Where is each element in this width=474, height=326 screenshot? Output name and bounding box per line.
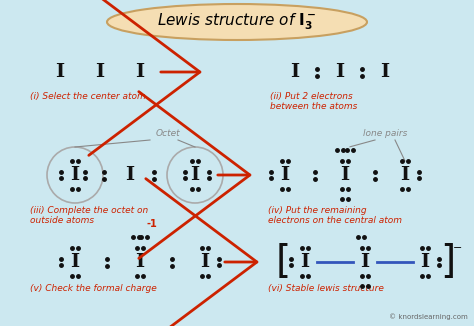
Text: lone pairs: lone pairs [363, 129, 407, 138]
Text: (v) Check the formal charge: (v) Check the formal charge [30, 284, 157, 293]
Text: I: I [360, 253, 370, 271]
Text: I: I [71, 166, 80, 184]
Text: I: I [136, 253, 145, 271]
Text: -1: -1 [146, 219, 157, 229]
Text: I: I [126, 166, 135, 184]
Text: I: I [420, 253, 429, 271]
Text: I: I [95, 63, 105, 81]
Text: I: I [55, 63, 64, 81]
Text: © knordslearning.com: © knordslearning.com [389, 313, 468, 320]
Text: [: [ [275, 243, 291, 281]
Text: I: I [191, 166, 200, 184]
Text: (iv) Put the remaining
electrons on the central atom: (iv) Put the remaining electrons on the … [268, 206, 402, 225]
Text: (i) Select the center atom: (i) Select the center atom [30, 92, 146, 101]
Text: I: I [281, 166, 290, 184]
Text: Octet: Octet [155, 129, 180, 138]
Text: $\bf{\it{Lewis\ structure\ of\ }}$$\bf{I_3^-}$: $\bf{\it{Lewis\ structure\ of\ }}$$\bf{I… [157, 12, 317, 32]
Ellipse shape [107, 4, 367, 40]
Text: I: I [340, 166, 349, 184]
Text: −: − [453, 243, 463, 253]
Text: I: I [401, 166, 410, 184]
Text: (iii) Complete the octet on
outside atoms: (iii) Complete the octet on outside atom… [30, 206, 148, 225]
Text: I: I [201, 253, 210, 271]
Text: ]: ] [440, 243, 456, 281]
Text: (vi) Stable lewis structure: (vi) Stable lewis structure [268, 284, 384, 293]
Text: I: I [336, 63, 345, 81]
Text: I: I [136, 63, 145, 81]
Text: I: I [381, 63, 390, 81]
Text: I: I [301, 253, 310, 271]
Text: I: I [71, 253, 80, 271]
Text: (ii) Put 2 electrons
between the atoms: (ii) Put 2 electrons between the atoms [270, 92, 357, 111]
Text: I: I [291, 63, 300, 81]
